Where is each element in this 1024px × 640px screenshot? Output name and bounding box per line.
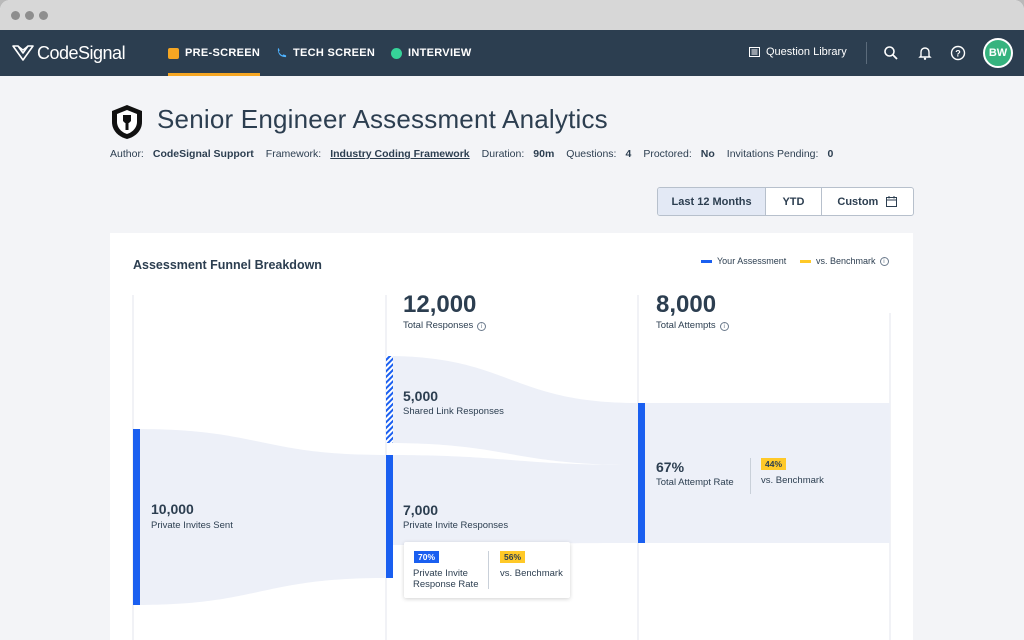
meta-questions-label: Questions: (566, 148, 617, 160)
question-library-link[interactable]: Question Library (749, 46, 847, 58)
window-minimize-dot[interactable] (25, 11, 34, 20)
response-rate-label-line2: Response Rate (413, 579, 479, 590)
private-invites-label: Private Invites Sent (151, 520, 233, 531)
meta-proctored: No (700, 148, 715, 160)
range-custom[interactable]: Custom (822, 188, 913, 215)
total-attempts-value: 8,000 (656, 291, 717, 318)
range-custom-label: Custom (837, 195, 879, 208)
private-responses-label: Private Invite Responses (403, 520, 509, 531)
response-rate-pill: 70% (414, 551, 440, 563)
private-invites-value: 10,000 (151, 501, 194, 517)
tab-tech-screen-label: TECH SCREEN (293, 47, 376, 59)
window-maximize-dot[interactable] (39, 11, 48, 20)
tab-pre-screen-label: PRE-SCREEN (185, 47, 261, 59)
total-responses-value: 12,000 (403, 291, 477, 318)
response-rate-benchmark-pill: 56% (500, 551, 526, 563)
flow-private-to-attempts (386, 455, 638, 545)
window-close-dot[interactable] (11, 11, 20, 20)
funnel-card: Assessment Funnel Breakdown Your Assessm… (110, 233, 913, 640)
flow-invites-to-responses (137, 429, 386, 605)
page-title: Senior Engineer Assessment Analytics (157, 104, 608, 134)
help-icon[interactable]: ? (950, 45, 966, 61)
attempt-rate-divider (750, 458, 751, 494)
legend-benchmark-label: vs. Benchmark (816, 256, 876, 266)
range-ytd[interactable]: YTD (766, 188, 822, 215)
attempt-rate-benchmark-label: vs. Benchmark (761, 475, 824, 486)
funnel-diagram (132, 295, 891, 640)
top-navigation: CodeSignal PRE-SCREEN TECH SCREEN INTERV… (0, 30, 1024, 76)
meta-pending-label: Invitations Pending: (726, 148, 819, 160)
tech-screen-icon (277, 47, 287, 57)
bar-private-invite-responses[interactable] (386, 455, 393, 578)
meta-questions: 4 (625, 148, 632, 160)
range-last-12-months[interactable]: Last 12 Months (658, 188, 767, 215)
legend-info-icon[interactable]: i (879, 256, 889, 266)
total-responses-label: Total Responses i (403, 320, 487, 331)
user-avatar[interactable]: BW (983, 38, 1013, 68)
tab-interview[interactable]: INTERVIEW (391, 30, 472, 76)
tab-tech-screen[interactable]: TECH SCREEN (276, 30, 375, 76)
codesignal-logo-icon (12, 45, 34, 61)
bar-shared-link-responses[interactable] (386, 356, 393, 443)
legend-blue-swatch (701, 259, 712, 263)
legend-yellow-swatch (800, 259, 811, 263)
attempt-rate-value: 67% (656, 459, 685, 475)
response-rate-benchmark-label: vs. Benchmark (500, 568, 563, 579)
bell-icon[interactable] (917, 45, 933, 61)
search-icon[interactable] (883, 45, 899, 61)
logo-text: CodeSignal (37, 42, 126, 63)
meta-proctored-label: Proctored: (643, 148, 692, 160)
attempt-rate-label: Total Attempt Rate (656, 477, 734, 488)
response-rate-label-line1: Private Invite (413, 568, 468, 579)
nav-divider (866, 42, 867, 64)
codesignal-logo[interactable]: CodeSignal (12, 42, 126, 64)
svg-text:?: ? (955, 49, 961, 59)
pre-screen-icon (168, 47, 179, 59)
attempt-rate-benchmark-pill: 44% (761, 458, 787, 470)
legend-your-assessment-label: Your Assessment (717, 256, 787, 266)
meta-duration-label: Duration: (481, 148, 525, 160)
legend-your-assessment: Your Assessment (701, 256, 786, 266)
meta-pending: 0 (827, 148, 834, 160)
total-responses-info-icon[interactable]: i (477, 322, 487, 331)
question-library-label: Question Library (766, 46, 847, 58)
tab-interview-label: INTERVIEW (408, 47, 472, 59)
total-responses-label-text: Total Responses (403, 320, 474, 331)
total-attempts-label: Total Attempts i (656, 320, 729, 331)
flow-shared-to-attempts (386, 356, 638, 465)
bar-private-invites[interactable] (133, 429, 140, 605)
total-attempts-label-text: Total Attempts (656, 320, 716, 331)
shared-link-value: 5,000 (403, 388, 439, 404)
assessment-meta: Author: CodeSignal Support Framework: In… (110, 148, 845, 160)
tooltip-divider (488, 551, 489, 589)
legend-benchmark: vs. Benchmark i (800, 256, 889, 266)
flow-attempts-band (638, 403, 890, 543)
meta-framework-link[interactable]: Industry Coding Framework (330, 148, 470, 160)
window-titlebar (0, 0, 1024, 30)
meta-author: CodeSignal Support (152, 148, 254, 160)
date-range-selector: Last 12 Months YTD Custom (657, 187, 914, 216)
calendar-icon (886, 196, 898, 207)
response-rate-label: Private Invite Response Rate (413, 568, 478, 590)
total-attempts-info-icon[interactable]: i (719, 322, 729, 331)
assessment-shield-icon (112, 105, 142, 139)
meta-duration: 90m (533, 148, 555, 160)
tab-pre-screen[interactable]: PRE-SCREEN (168, 30, 261, 76)
meta-author-label: Author: (110, 148, 144, 160)
response-rate-tooltip: 70% Private Invite Response Rate 56% vs.… (404, 542, 570, 598)
meta-framework-label: Framework: (265, 148, 322, 160)
library-icon (749, 47, 760, 57)
bar-total-attempts[interactable] (638, 403, 645, 543)
funnel-title: Assessment Funnel Breakdown (133, 258, 322, 272)
shared-link-label: Shared Link Responses (403, 406, 504, 417)
private-responses-value: 7,000 (403, 502, 439, 518)
interview-icon (391, 47, 402, 59)
